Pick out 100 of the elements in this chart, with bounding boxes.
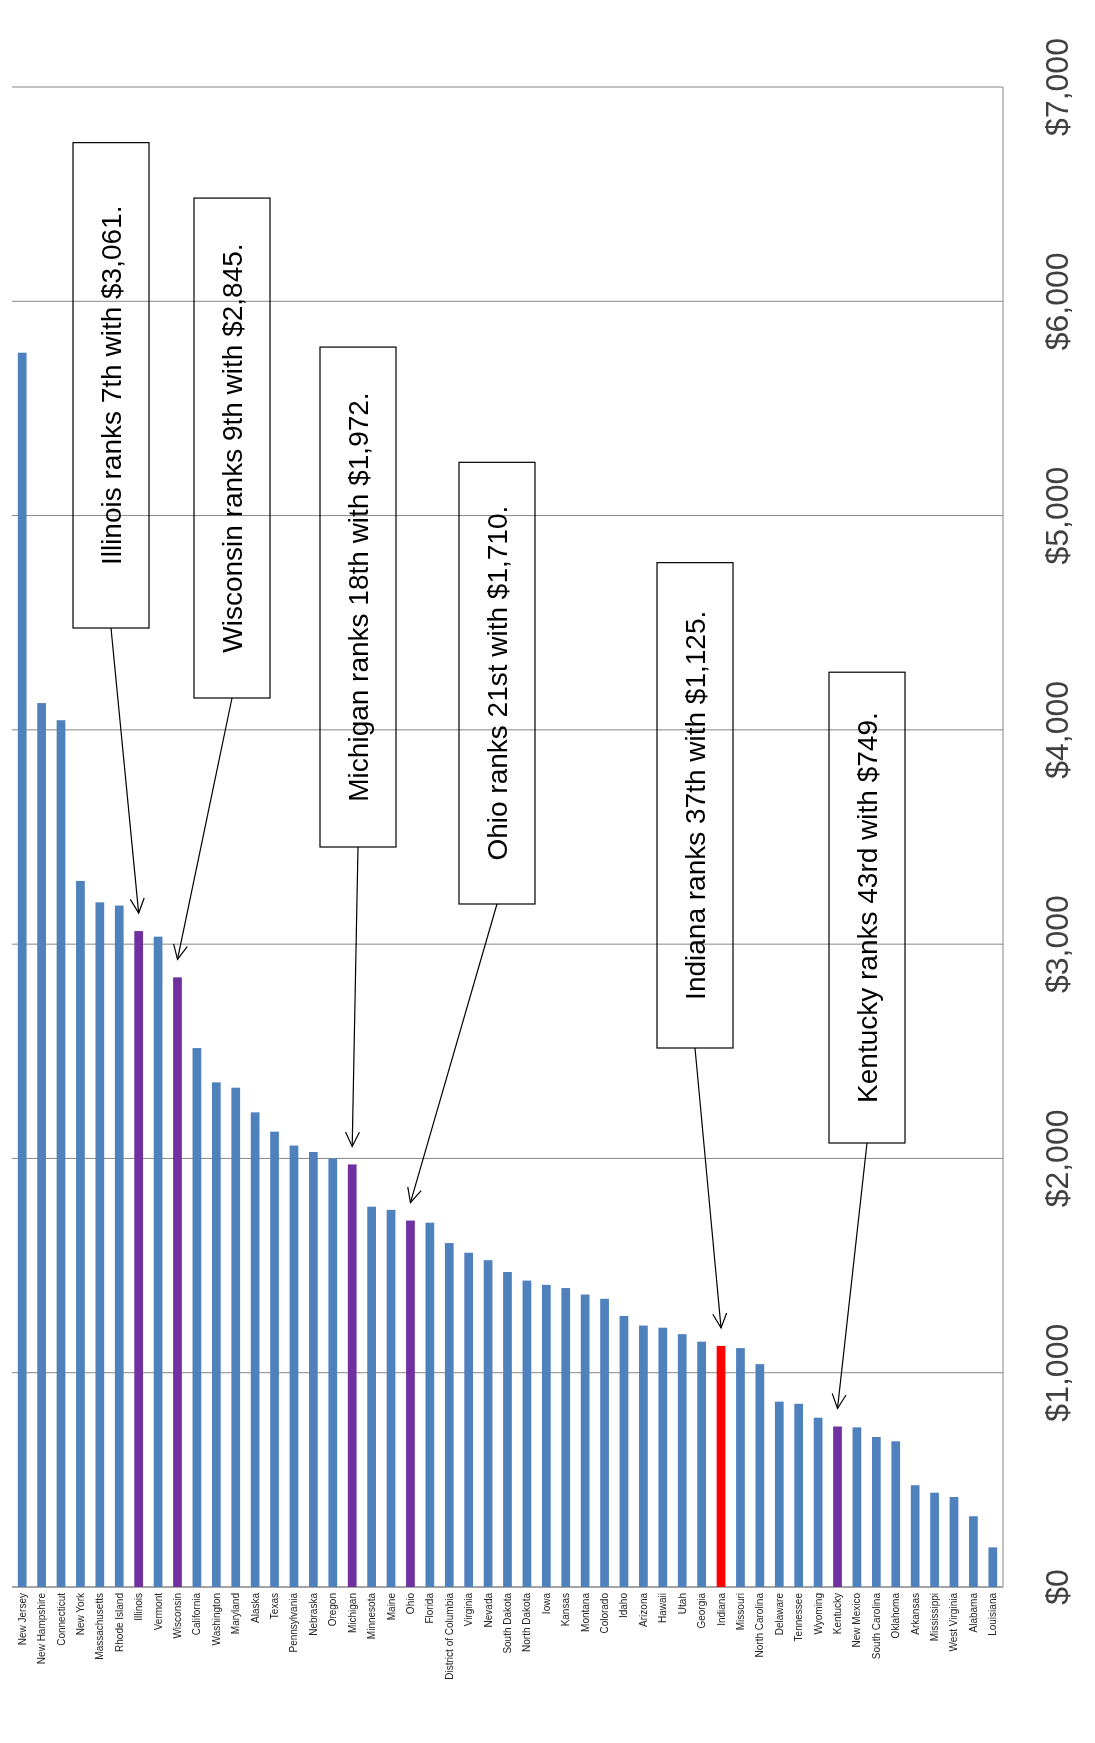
bar xyxy=(386,1209,396,1587)
bar xyxy=(76,880,85,1587)
x-tick-label: Hawaii xyxy=(657,1593,669,1624)
y-tick-label: $3,000 xyxy=(1039,895,1075,994)
y-tick-label: $7,000 xyxy=(1039,38,1075,136)
bar xyxy=(250,1112,260,1587)
x-tick-label: New Mexico xyxy=(851,1592,863,1648)
bar xyxy=(988,1547,998,1587)
x-tick-label: Vermont xyxy=(152,1592,164,1631)
x-tick-label: West Virginia xyxy=(948,1592,960,1652)
bar xyxy=(619,1315,629,1587)
bar xyxy=(852,1427,862,1587)
x-tick-label: South Dakota xyxy=(502,1592,513,1654)
bar xyxy=(541,1284,551,1587)
annotation: Indiana ranks 37th with $1,125. xyxy=(680,610,712,1000)
bar xyxy=(561,1288,571,1587)
bar xyxy=(522,1280,532,1587)
x-tick-label: Illinois xyxy=(133,1593,145,1621)
x-tick-label: Virginia xyxy=(463,1592,475,1627)
bar xyxy=(464,1252,474,1587)
bar xyxy=(309,1152,318,1587)
bar xyxy=(114,905,124,1587)
annotation: Illinois ranks 7th with $3,061. xyxy=(96,205,128,566)
x-tick-label: Kentucky xyxy=(832,1593,844,1635)
annotation: Michigan ranks 18th with $1,972. xyxy=(343,392,375,802)
x-tick-label: Delaware xyxy=(773,1592,785,1636)
x-tick-label: Alabama xyxy=(967,1592,979,1633)
bar xyxy=(658,1327,668,1587)
bar xyxy=(639,1325,648,1587)
x-tick-label: Montana xyxy=(579,1592,591,1632)
x-tick-label: Mississippi xyxy=(929,1593,941,1642)
x-tick-label: New Jersey xyxy=(16,1593,28,1646)
x-tick-label: Massachusetts xyxy=(94,1593,106,1660)
bar xyxy=(153,936,163,1587)
bar xyxy=(192,1048,202,1587)
x-tick-label: North Carolina xyxy=(754,1592,766,1658)
bar xyxy=(134,931,144,1587)
x-tick-label: Rhode Island xyxy=(113,1593,125,1652)
y-tick-label: $0 xyxy=(1039,1569,1075,1605)
bar xyxy=(697,1341,706,1587)
bar xyxy=(813,1417,823,1587)
x-tick-label: New Hampshire xyxy=(36,1592,48,1665)
bar xyxy=(949,1497,959,1587)
x-tick-label: Florida xyxy=(424,1592,436,1624)
bar xyxy=(600,1298,609,1587)
bar xyxy=(910,1485,920,1587)
x-tick-label: Wyoming xyxy=(812,1593,824,1635)
bar xyxy=(716,1345,726,1587)
bar xyxy=(289,1145,299,1587)
y-tick-label: $4,000 xyxy=(1039,680,1075,779)
bar xyxy=(774,1401,784,1587)
bar xyxy=(483,1260,493,1587)
x-tick-label: Utah xyxy=(676,1593,688,1615)
x-tick-label: Washington xyxy=(210,1593,222,1646)
x-tick-label: Connecticut xyxy=(55,1592,67,1646)
x-tick-label: District of Columbia xyxy=(443,1592,455,1680)
x-tick-label: Wisconsin xyxy=(171,1593,183,1639)
x-tick-label: Tennessee xyxy=(793,1592,805,1642)
bar xyxy=(444,1243,454,1587)
x-tick-label: Nevada xyxy=(482,1592,494,1628)
x-tick-label: New York xyxy=(74,1592,86,1636)
bar xyxy=(871,1437,881,1587)
y-tick-label: $6,000 xyxy=(1039,252,1075,351)
bar xyxy=(17,352,27,1587)
bar xyxy=(969,1516,978,1587)
x-tick-label: Pennsylvania xyxy=(288,1592,300,1653)
y-tick-label: $1,000 xyxy=(1039,1323,1075,1422)
annotation: Kentucky ranks 43rd with $749. xyxy=(852,712,884,1103)
annotation: Ohio ranks 21st with $1,710. xyxy=(482,505,514,861)
x-tick-label: Missouri xyxy=(734,1593,746,1631)
x-tick-label: Louisiana xyxy=(987,1592,999,1636)
x-tick-label: Kansas xyxy=(560,1593,572,1627)
x-tick-label: Idaho xyxy=(618,1592,630,1619)
bar xyxy=(425,1222,435,1587)
x-tick-label: South Carolina xyxy=(870,1592,882,1660)
bar xyxy=(367,1206,376,1587)
bar xyxy=(211,1082,221,1587)
bar xyxy=(95,902,105,1587)
bar xyxy=(736,1348,745,1587)
y-tick-label: $5,000 xyxy=(1039,466,1075,565)
bar xyxy=(406,1220,415,1587)
bar xyxy=(503,1272,512,1587)
x-tick-label: Maine xyxy=(385,1592,397,1621)
x-tick-label: North Dakota xyxy=(521,1592,533,1652)
x-tick-label: Colorado xyxy=(599,1592,611,1634)
y-tick-label: $2,000 xyxy=(1039,1109,1075,1208)
bar xyxy=(794,1403,804,1587)
x-tick-label: Maryland xyxy=(230,1593,242,1635)
bar xyxy=(173,977,182,1587)
x-tick-label: Texas xyxy=(269,1593,281,1620)
x-tick-label: Oregon xyxy=(327,1593,339,1627)
x-tick-label: Nebraska xyxy=(307,1592,319,1636)
x-tick-label: Michigan xyxy=(346,1593,358,1634)
bar xyxy=(677,1334,687,1587)
x-tick-label: Minnesota xyxy=(366,1592,378,1640)
bar xyxy=(270,1131,279,1587)
bar xyxy=(891,1441,901,1587)
x-tick-label: Indiana xyxy=(715,1592,727,1626)
bar xyxy=(231,1087,241,1587)
x-tick-label: Arizona xyxy=(637,1592,649,1627)
